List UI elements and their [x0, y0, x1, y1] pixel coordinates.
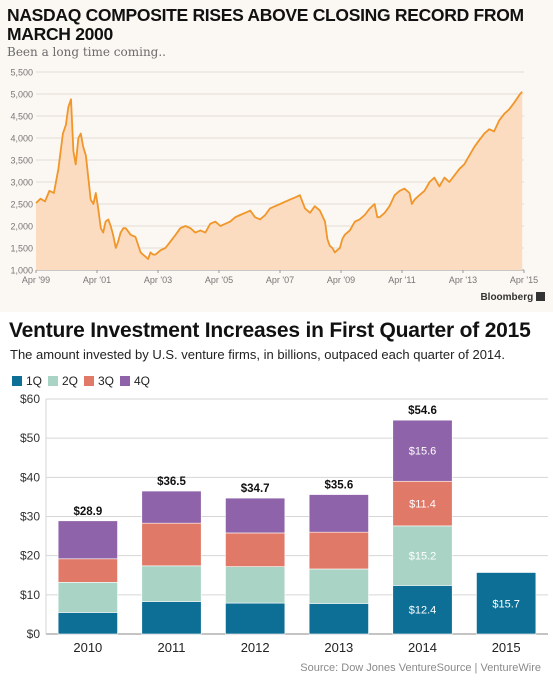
- bar-2010-4q: [57, 520, 118, 560]
- bar-total-label: $54.6: [408, 405, 437, 417]
- y-tick-label: $20: [20, 549, 40, 563]
- x-tick-label: Apr '01: [83, 275, 111, 285]
- bar-2012-3q: [225, 532, 286, 567]
- y-tick-label: 4,500: [10, 112, 33, 122]
- nasdaq-series-line: [35, 91, 523, 260]
- y-tick-label: $10: [20, 588, 40, 602]
- legend-swatch-1q: [12, 376, 22, 386]
- nasdaq-chart-title: NASDAQ COMPOSITE RISES ABOVE CLOSING REC…: [7, 5, 524, 44]
- venture-chart-source: Source: Dow Jones VentureSource | Ventur…: [300, 662, 541, 674]
- nasdaq-chart: NASDAQ COMPOSITE RISES ABOVE CLOSING REC…: [0, 0, 553, 312]
- bar-value-label: $15.2: [409, 551, 437, 563]
- bar-total-label: $28.9: [73, 506, 102, 518]
- bar-2014-1q: [392, 585, 453, 635]
- legend-swatch-2q: [48, 376, 58, 386]
- bloomberg-logo: Bloomberg: [480, 292, 545, 303]
- y-tick-label: $0: [27, 627, 41, 641]
- bar-value-label: $12.4: [409, 605, 437, 617]
- x-tick-label: Apr '07: [266, 275, 294, 285]
- venture-chart: Venture Investment Increases in First Qu…: [0, 312, 553, 686]
- y-tick-label: 2,500: [10, 200, 33, 210]
- bar-2010-3q: [57, 558, 118, 583]
- bar-2012-1q: [225, 602, 286, 635]
- bar-2014-4q: [392, 419, 453, 482]
- x-tick-label: Apr '15: [510, 275, 538, 285]
- y-tick-label: 1,000: [10, 266, 33, 276]
- y-tick-label: $60: [20, 392, 40, 406]
- bar-2011-3q: [141, 522, 202, 567]
- x-tick-label: 2013: [324, 640, 353, 655]
- nasdaq-area-fill: [36, 91, 523, 270]
- bar-2013-3q: [308, 531, 369, 570]
- bloomberg-icon: [536, 292, 545, 301]
- y-tick-label: $30: [20, 510, 40, 524]
- x-tick-label: Apr '09: [327, 275, 355, 285]
- legend-label-4q: 4Q: [134, 374, 150, 388]
- legend-label-3q: 3Q: [98, 374, 114, 388]
- x-tick-label: 2011: [158, 640, 186, 655]
- x-tick-label: 2012: [241, 640, 270, 655]
- legend-label-2q: 2Q: [62, 374, 78, 388]
- x-tick-label: Apr '11: [388, 275, 416, 285]
- nasdaq-plot: 1,000 1,500 2,000 2,500 3,000 3,500 4,000 4,500…: [10, 68, 538, 286]
- bar-2012-2q: [225, 566, 286, 604]
- bar-total-label: $35.6: [324, 480, 353, 492]
- legend-swatch-3q: [84, 376, 94, 386]
- bar-2010-2q: [57, 581, 118, 613]
- x-tick-label: 2014: [408, 640, 437, 655]
- bar-2012-4q: [225, 497, 286, 534]
- y-tick-label: $50: [20, 431, 40, 445]
- bar-2015-1q: [476, 572, 537, 635]
- y-tick-label: 4,000: [10, 134, 33, 144]
- x-tick-label: Apr '13: [449, 275, 477, 285]
- x-tick-label: Apr '03: [144, 275, 172, 285]
- bar-total-label: $34.7: [241, 483, 270, 495]
- y-tick-label: 5,500: [10, 68, 33, 78]
- venture-chart-subtitle: The amount invested by U.S. venture firm…: [10, 347, 505, 362]
- bar-value-label: $15.6: [409, 446, 437, 458]
- nasdaq-chart-subtitle: Been a long time coming..: [7, 45, 166, 59]
- bar-2013-4q: [308, 494, 369, 533]
- bar-2011-1q: [141, 601, 202, 635]
- x-tick-label: Apr '05: [205, 275, 233, 285]
- bar-2013-1q: [308, 603, 369, 635]
- bar-2014-3q: [392, 480, 453, 527]
- y-tick-label: $40: [20, 470, 40, 484]
- venture-chart-title: Venture Investment Increases in First Qu…: [9, 319, 531, 342]
- bar-value-label: $15.7: [492, 598, 520, 610]
- bar-total-label: $36.5: [157, 476, 186, 488]
- x-tick-label: 2015: [492, 640, 521, 655]
- bar-2013-2q: [308, 568, 369, 604]
- y-tick-label: 3,500: [10, 156, 33, 166]
- bloomberg-wordmark: Bloomberg: [480, 292, 534, 303]
- legend-label-1q: 1Q: [26, 374, 42, 388]
- legend-swatch-4q: [120, 376, 130, 386]
- bar-2011-2q: [141, 565, 202, 602]
- y-tick-label: 5,000: [10, 90, 33, 100]
- venture-plot: 1Q 2Q 3Q 4Q $0 $10 $20 $30 $40 $50 $60 $28.9 2010 $36…: [12, 374, 548, 655]
- x-tick-label: 2010: [73, 640, 102, 655]
- bar-value-label: $11.4: [409, 499, 436, 511]
- bar-2010-1q: [57, 612, 118, 635]
- x-tick-label: Apr '99: [22, 275, 50, 285]
- y-tick-label: 3,000: [10, 178, 33, 188]
- y-tick-label: 2,000: [10, 222, 33, 232]
- y-tick-label: 1,500: [10, 244, 33, 254]
- bar-2011-4q: [141, 490, 202, 524]
